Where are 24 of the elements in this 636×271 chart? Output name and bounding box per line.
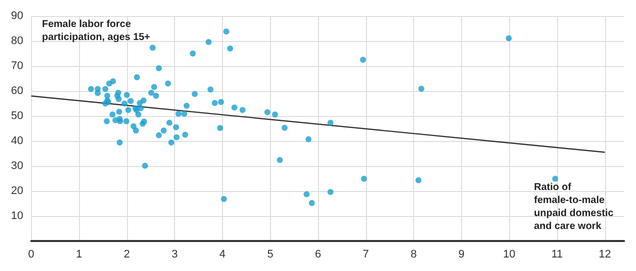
x-tick-label: 8 [410,248,417,260]
x-tick-label: 12 [598,248,612,260]
y-tick-label: 60 [10,85,24,97]
x-axis-title: Ratio of female-to-male unpaid domestic and care work [534,182,616,232]
y-tick-label: 40 [10,135,24,147]
x-tick-label: 10 [503,248,516,260]
x-tick-label: 9 [458,248,465,260]
x-tick-label: 11 [551,248,563,260]
x-tick-label: 7 [362,248,369,260]
y-axis-title: Female labor force participation, ages 15+ [42,19,150,43]
y-tick-label: 20 [10,185,24,197]
y-tick-label: 10 [10,210,24,222]
x-tick-label: 0 [28,248,34,260]
x-tick-label: 5 [267,248,274,260]
y-tick-label: 70 [10,60,24,72]
x-tick-label: 1 [76,248,82,260]
y-tick-label: 30 [10,160,24,172]
x-tick-label: 2 [124,248,130,260]
x-tick-label: 4 [219,248,226,260]
y-tick-label: 90 [10,10,24,22]
y-tick-label: 50 [10,110,24,122]
y-tick-label: 80 [10,35,24,47]
x-tick-label: 3 [172,248,178,260]
x-tick-label: 6 [314,248,322,260]
